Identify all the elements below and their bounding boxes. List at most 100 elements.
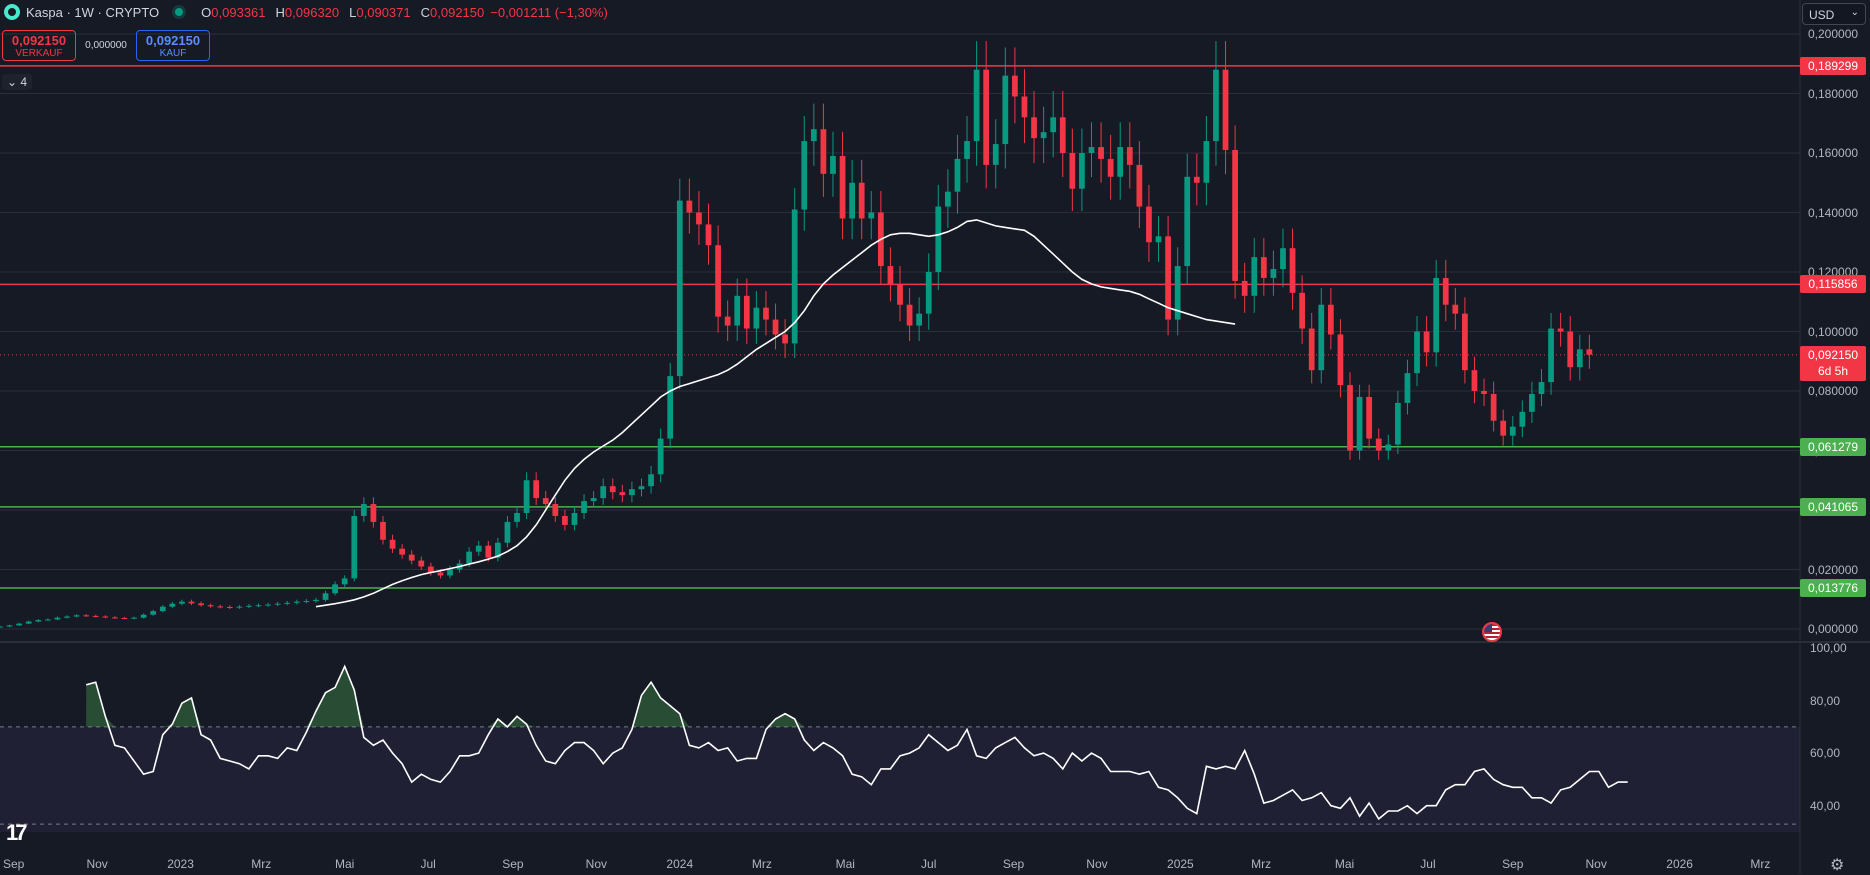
sell-button[interactable]: 0,092150 VERKAUF bbox=[2, 30, 76, 61]
candle-body bbox=[1433, 277, 1440, 353]
candle-body bbox=[1442, 277, 1449, 305]
candle-body bbox=[1117, 147, 1124, 177]
tradingview-logo-icon[interactable]: 17 bbox=[6, 820, 28, 845]
candle-body bbox=[887, 266, 894, 284]
candle-body bbox=[217, 606, 224, 608]
candle-body bbox=[198, 603, 204, 606]
candle-body bbox=[179, 601, 185, 604]
candle-body bbox=[1193, 176, 1200, 183]
candle-body bbox=[562, 515, 568, 525]
candle-body bbox=[1280, 248, 1286, 270]
indicator-count: 4 bbox=[20, 75, 28, 89]
candle-body bbox=[791, 209, 798, 344]
candle-body bbox=[705, 224, 712, 246]
buy-button[interactable]: 0,092150 KAUF bbox=[136, 30, 210, 61]
candle-body bbox=[686, 200, 693, 213]
low-value: 0,090371 bbox=[356, 4, 411, 20]
currency-label: USD bbox=[1809, 8, 1835, 22]
candle-body bbox=[1136, 164, 1143, 207]
candle-body bbox=[1375, 438, 1382, 451]
candle-body bbox=[1318, 304, 1325, 371]
candle-body bbox=[6, 625, 13, 627]
rsi-line bbox=[85, 664, 1628, 821]
candle-body bbox=[1059, 117, 1066, 153]
candle-body bbox=[1509, 426, 1516, 436]
market-status-icon[interactable] bbox=[175, 8, 184, 16]
candle-body bbox=[1107, 158, 1114, 177]
time-tick-label: Jul bbox=[1420, 857, 1436, 871]
time-tick-label: Sep bbox=[1002, 857, 1025, 871]
candle-body bbox=[1356, 396, 1363, 451]
candle-body bbox=[1452, 304, 1459, 314]
time-tick-label: 2024 bbox=[666, 857, 694, 871]
candle-body bbox=[427, 566, 434, 573]
low-key: L bbox=[349, 4, 357, 20]
rsi-tick-label: 80,00 bbox=[1810, 693, 1841, 708]
candle-body bbox=[303, 601, 310, 603]
candle-body bbox=[112, 617, 118, 619]
candle-body bbox=[399, 548, 405, 555]
candle-body bbox=[1126, 147, 1133, 165]
candle-body bbox=[743, 295, 750, 329]
candle-body bbox=[868, 212, 875, 219]
candle-body bbox=[609, 486, 616, 493]
price-tick-label: 0,020000 bbox=[1808, 562, 1859, 577]
indicators-collapse-button[interactable]: ⌄ 4 bbox=[2, 74, 33, 90]
level-price-tag: 0,061279 bbox=[1800, 437, 1866, 456]
candle-body bbox=[1471, 370, 1478, 391]
trade-buttons: 0,092150 VERKAUF 0,000000 0,092150 KAUF bbox=[2, 30, 210, 61]
symbol-title[interactable]: Kaspa · 1W · CRYPTO bbox=[26, 4, 160, 20]
chevron-down-icon: ⌄ bbox=[7, 75, 21, 89]
candle-body bbox=[466, 551, 473, 564]
candle-body bbox=[1557, 328, 1564, 332]
candle-body bbox=[389, 539, 396, 549]
sell-label: VERKAUF bbox=[15, 48, 63, 59]
candle-body bbox=[916, 313, 923, 326]
candle-body bbox=[858, 182, 865, 219]
candle-body bbox=[504, 521, 511, 543]
candle-body bbox=[1366, 396, 1373, 439]
candle-body bbox=[322, 593, 329, 600]
rsi-tick-label: 40,00 bbox=[1810, 798, 1841, 813]
candle-body bbox=[772, 319, 779, 335]
candle-body bbox=[1548, 328, 1554, 383]
us-flag-event-icon[interactable] bbox=[1482, 622, 1502, 642]
candle-body bbox=[1385, 444, 1392, 451]
time-tick-label: Mrz bbox=[251, 857, 272, 871]
candle-body bbox=[102, 616, 109, 618]
candle-body bbox=[552, 504, 559, 516]
time-tick-label: Nov bbox=[585, 857, 608, 871]
candle-body bbox=[447, 569, 453, 576]
candle-body bbox=[619, 492, 626, 496]
time-tick-label: Jul bbox=[921, 857, 937, 871]
level-price-tag: 0,189299 bbox=[1800, 56, 1866, 75]
candle-body bbox=[495, 542, 501, 558]
candle-body bbox=[1586, 349, 1593, 355]
open-value: 0,093361 bbox=[211, 4, 266, 20]
time-tick-label: Mrz bbox=[1251, 857, 1272, 871]
chevron-down-icon: ⌄ bbox=[1850, 7, 1859, 18]
candle-body bbox=[992, 144, 999, 165]
candle-body bbox=[1002, 75, 1009, 145]
gear-icon[interactable]: ⚙ bbox=[1830, 857, 1845, 874]
candle-body bbox=[64, 616, 70, 618]
candle-body bbox=[542, 498, 549, 505]
level-price-tag: 0,041065 bbox=[1800, 497, 1866, 516]
high-value: 0,096320 bbox=[284, 4, 340, 20]
candle-body bbox=[92, 615, 99, 617]
candle-body bbox=[16, 623, 23, 626]
candle-body bbox=[523, 480, 530, 513]
candle-body bbox=[45, 619, 51, 621]
buy-price: 0,092150 bbox=[145, 33, 201, 48]
candle-body bbox=[935, 206, 942, 272]
candle-body bbox=[150, 611, 157, 615]
candle-body bbox=[1490, 393, 1497, 421]
candle-body bbox=[1213, 69, 1219, 142]
currency-select[interactable]: USD ⌄ bbox=[1802, 3, 1866, 25]
time-tick-label: Mrz bbox=[751, 857, 772, 871]
price-tick-label: 0,080000 bbox=[1808, 384, 1859, 398]
candle-body bbox=[265, 604, 271, 606]
candle-body bbox=[188, 601, 195, 604]
candle-body bbox=[581, 501, 587, 513]
